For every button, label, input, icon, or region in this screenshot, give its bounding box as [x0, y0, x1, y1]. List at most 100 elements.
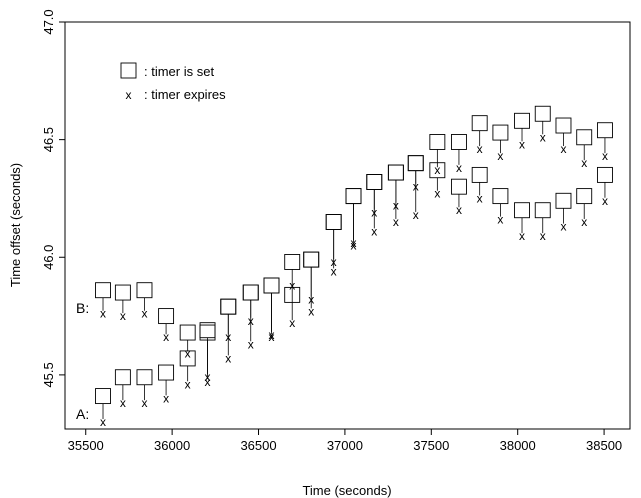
- series-b-timer-expires-point: x: [185, 347, 191, 361]
- x-axis-label: Time (seconds): [302, 483, 391, 498]
- series-a-timer-expires-point: x: [497, 149, 503, 163]
- series-b-timer-set-point: [263, 277, 280, 294]
- y-tick-label: 46.5: [41, 127, 56, 152]
- series-a-timer-set-point: [263, 277, 280, 294]
- series-a-timer-set-point: [534, 105, 551, 122]
- series-b-timer-set-point: [179, 324, 196, 341]
- series-b-timer-expires-point: x: [413, 180, 419, 194]
- series-a-timer-set-point: [471, 115, 488, 132]
- x-ticks: 35500 36000 36500 37000 37500 38000 38500: [68, 429, 622, 453]
- series-a-timer-set-point: [220, 298, 237, 315]
- series-a-timer-expires-point: x: [205, 375, 211, 389]
- x-tick-label: 37500: [413, 438, 449, 453]
- series-b-timer-expires-point: x: [225, 330, 231, 344]
- series-b-timer-expires-point: x: [163, 330, 169, 344]
- series-b-timer-expires-point: x: [393, 199, 399, 213]
- series-b-timer-expires-point: x: [434, 187, 440, 201]
- series-b-timer-set-point: [555, 192, 572, 209]
- series-a-timer-expires-point: x: [371, 224, 377, 238]
- legend-square-marker: [120, 62, 137, 79]
- series-a-timer-set-point: [576, 129, 593, 146]
- series-a-timer-set-point: [429, 134, 446, 150]
- series-b-timer-expires-point: x: [308, 293, 314, 307]
- y-ticks: 45.5 46.0 46.5 47.0: [41, 9, 65, 388]
- series-a-timer-set-point: [345, 188, 362, 205]
- legend-label-timer-set: : timer is set: [144, 64, 214, 79]
- series-a-timer-set-point: [555, 117, 572, 134]
- series-a-timer-set-point: [95, 388, 111, 405]
- series-a-timer-set-point: [407, 155, 424, 172]
- series-b-timer-expires-point: x: [205, 370, 211, 384]
- series-a-timer-expires-point: x: [289, 316, 295, 330]
- y-axis-label: Time offset (seconds): [8, 163, 23, 287]
- series-b-timer-set-point: [596, 166, 613, 183]
- series-b-timer-set-point: [158, 308, 175, 325]
- series-b-timer-set-point: [471, 166, 488, 183]
- legend: : timer is set x : timer expires: [120, 62, 226, 102]
- series-b-timer-expires-point: x: [248, 314, 254, 328]
- series-a-timer-expires-point: x: [477, 142, 483, 156]
- series-a-timer-expires-point: x: [456, 161, 462, 175]
- series-b-timer-set-point: [576, 188, 593, 205]
- series-a-timer-expires-point: x: [163, 391, 169, 405]
- series-b-timer-set-point: [136, 282, 153, 299]
- legend-x-marker: x: [126, 88, 132, 102]
- y-tick-label: 47.0: [41, 9, 56, 34]
- series-a-timer-set-point: [242, 284, 259, 301]
- x-tick-label: 35500: [68, 438, 104, 453]
- series-a-timer-expires-point: x: [519, 137, 525, 151]
- series-b-timer-set-point: [199, 324, 216, 341]
- series-a-timer-set-point: [596, 122, 613, 139]
- series-b-timer-expires-point: x: [268, 328, 274, 342]
- series-a-timer-set-point: [179, 350, 196, 367]
- series-b-timer-set-point: [366, 174, 383, 190]
- x-tick-label: 36000: [154, 438, 190, 453]
- series-b-timer-expires-point: x: [371, 206, 377, 220]
- series-a-timer-expires-point: x: [540, 130, 546, 144]
- x-tick-label: 36500: [240, 438, 276, 453]
- x-tick-label: 37000: [327, 438, 363, 453]
- series-b-timer-set-point: [514, 202, 530, 219]
- series-b-timer-set-point: [407, 155, 424, 172]
- series-a-timer-expires-point: x: [308, 304, 314, 318]
- y-tick-label: 45.5: [41, 362, 56, 387]
- series-a-timer-expires-point: x: [413, 208, 419, 222]
- series-a-timer-expires-point: x: [602, 149, 608, 163]
- series-b-timer-set-point: [220, 298, 237, 315]
- series-b-timer-expires-point: x: [289, 278, 295, 292]
- series-b-timer-expires-point: x: [141, 307, 147, 321]
- series-b-timer-expires-point: x: [120, 309, 126, 323]
- series-b-timer-expires-point: x: [351, 236, 357, 250]
- series-b-timer-set-point: [429, 162, 446, 179]
- series-b-timer-set-point: [450, 178, 467, 195]
- series-a-timer-set-point: [158, 364, 175, 381]
- series-a-timer-set-point: [366, 174, 383, 190]
- series-a-timer-expires-point: x: [393, 215, 399, 229]
- series-b-timer-set-point: [325, 214, 342, 230]
- series-a-timer-set-point: [284, 254, 301, 270]
- series-a-timer-expires-point: x: [141, 396, 147, 410]
- series-a-timer-expires-point: x: [100, 415, 106, 429]
- series-b-timer-set-point: [387, 164, 404, 181]
- series-a-timer-set-point: [514, 112, 530, 129]
- series-b-timer-set-point: [492, 188, 509, 205]
- series-a-timer-set-point: [492, 124, 509, 141]
- series-b-timer-expires-point: x: [477, 191, 483, 205]
- series-a-timer-expires-point: x: [268, 330, 274, 344]
- series-a-timer-set-point: [387, 164, 404, 181]
- series-b-timer-set-point: [303, 251, 320, 268]
- series-b-timer-expires-point: x: [560, 220, 566, 234]
- series-a-timer-expires-point: x: [185, 377, 191, 391]
- series-a-timer-set-point: [114, 369, 131, 386]
- series-b-timer-expires-point: x: [497, 213, 503, 227]
- series-a-timer-expires-point: x: [351, 238, 357, 252]
- series-a-timer-expires-point: x: [560, 142, 566, 156]
- y-tick-label: 46.0: [41, 245, 56, 270]
- series-a-timer-expires-point: x: [331, 264, 337, 278]
- series-b-timer-set-point: [114, 284, 131, 301]
- series-b-timer-expires-point: x: [519, 229, 525, 243]
- series-a-timer-set-point: [450, 134, 467, 150]
- series-b-timer-expires-point: x: [331, 255, 337, 269]
